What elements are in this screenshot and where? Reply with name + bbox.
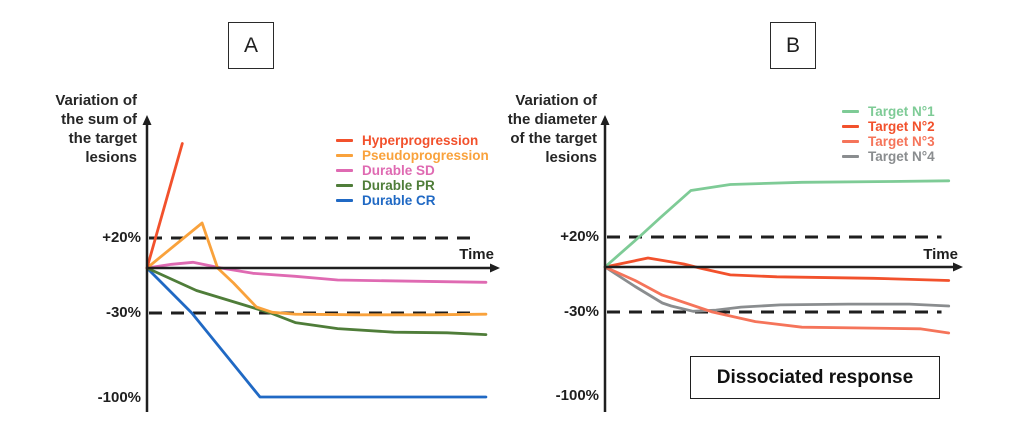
panel-b-label-box: B bbox=[770, 22, 816, 69]
legend-item-target-n-1: Target N°1 bbox=[842, 104, 935, 119]
series-line-hyperprogression bbox=[145, 142, 184, 270]
legend-item-durable-pr: Durable PR bbox=[336, 178, 489, 193]
panel-b-tick-plus20: +20% bbox=[560, 228, 599, 245]
legend-dash-icon bbox=[336, 154, 353, 157]
legend-item-hyperprogression: Hyperprogression bbox=[336, 133, 489, 148]
legend-dash-icon bbox=[842, 110, 859, 113]
panel-b-legend: Target N°1 Target N°2 Target N°3 Target N°4 bbox=[842, 104, 935, 164]
legend-item-durable-cr: Durable CR bbox=[336, 193, 489, 208]
legend-item-target-n-4: Target N°4 bbox=[842, 149, 935, 164]
legend-item-label: Durable CR bbox=[362, 193, 436, 208]
legend-item-label: Target N°1 bbox=[868, 104, 935, 119]
series-line-target-n-3 bbox=[603, 265, 951, 335]
legend-item-label: Target N°2 bbox=[868, 119, 935, 134]
series-line-target-n-4 bbox=[603, 265, 951, 313]
y-axis-arrow-icon bbox=[142, 115, 152, 125]
series-line-durable-sd bbox=[145, 260, 488, 284]
series-line-durable-pr bbox=[145, 266, 488, 337]
panel-a-legend: Hyperprogression Pseudoprogression Durable… bbox=[336, 133, 489, 208]
legend-dash-icon bbox=[336, 184, 353, 187]
legend-item-label: Hyperprogression bbox=[362, 133, 479, 148]
legend-item-label: Pseudoprogression bbox=[362, 148, 489, 163]
panel-b-tick-minus30: -30% bbox=[563, 303, 599, 320]
series-line-target-n-2 bbox=[603, 256, 951, 282]
legend-item-label: Durable SD bbox=[362, 163, 435, 178]
series-line-durable-cr bbox=[145, 266, 488, 399]
legend-dash-icon bbox=[842, 140, 859, 143]
legend-item-pseudoprogression: Pseudoprogression bbox=[336, 148, 489, 163]
legend-dash-icon bbox=[336, 169, 353, 172]
legend-dash-icon bbox=[336, 139, 353, 142]
panel-a-tick-plus20: +20% bbox=[102, 229, 141, 246]
x-axis-arrow-icon bbox=[490, 263, 500, 273]
legend-item-target-n-3: Target N°3 bbox=[842, 134, 935, 149]
panel-b-letter: B bbox=[785, 33, 800, 57]
y-axis-arrow-icon bbox=[600, 115, 610, 125]
panel-b-x-axis-label: Time bbox=[923, 246, 958, 263]
legend-item-target-n-2: Target N°2 bbox=[842, 119, 935, 134]
panel-a-label-box: A bbox=[228, 22, 274, 69]
panel-a-tick-minus30: -30% bbox=[105, 304, 141, 321]
series-line-pseudoprogression bbox=[145, 221, 488, 317]
x-axis-arrow-icon bbox=[953, 262, 963, 272]
panel-a-y-axis-title: Variation of the sum of the target lesio… bbox=[55, 92, 137, 166]
series-line-target-n-1 bbox=[603, 179, 951, 269]
panel-b-y-axis-title: Variation of the diameter of the target … bbox=[507, 92, 597, 166]
legend-dash-icon bbox=[842, 125, 859, 128]
panel-a-letter: A bbox=[243, 33, 258, 57]
legend-item-durable-sd: Durable SD bbox=[336, 163, 489, 178]
panel-b-tick-minus100: -100% bbox=[555, 387, 599, 404]
legend-dash-icon bbox=[336, 199, 353, 202]
legend-item-label: Target N°3 bbox=[868, 134, 935, 149]
panel-a-x-axis-label: Time bbox=[459, 246, 494, 263]
legend-item-label: Target N°4 bbox=[868, 149, 935, 164]
legend-dash-icon bbox=[842, 155, 859, 158]
panel-a-tick-minus100: -100% bbox=[97, 389, 141, 406]
dissociated-response-annotation: Dissociated response bbox=[690, 356, 940, 399]
legend-item-label: Durable PR bbox=[362, 178, 435, 193]
